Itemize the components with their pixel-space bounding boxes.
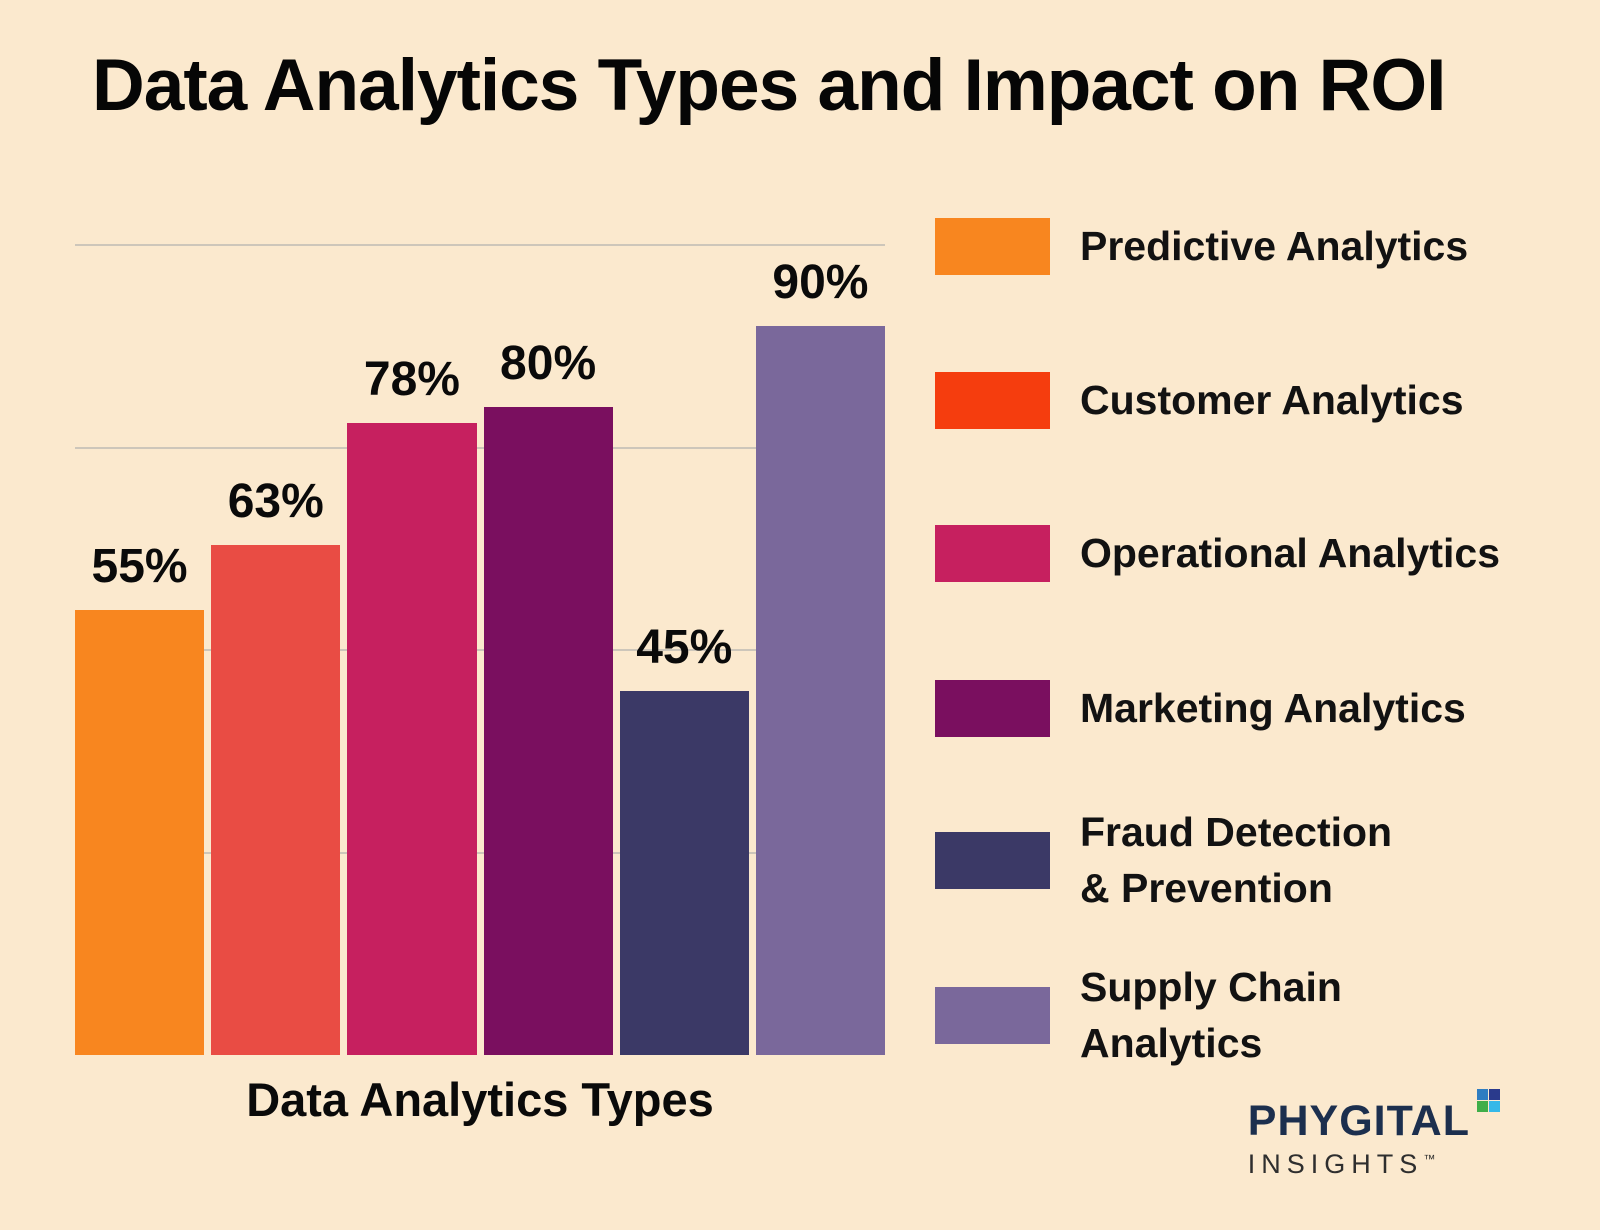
- bars: 55% 63% 78% 80% 45% 90%: [75, 245, 886, 1055]
- brand-logo: PHYGITAL INSIGHTS™: [1247, 1089, 1500, 1180]
- legend-swatch-marketing-analytics: [935, 680, 1050, 737]
- bar-value-label-customer-analytics: 63%: [227, 474, 324, 528]
- bar-value-label-supply-chain-analytics: 90%: [772, 256, 869, 309]
- legend-label-operational-analytics: Operational Analytics: [1080, 529, 1500, 576]
- legend-swatch-fraud-detection-prevention: [935, 832, 1050, 890]
- legend-label-marketing-analytics: Marketing Analytics: [1080, 684, 1466, 731]
- legend: Predictive Analytics Customer Analytics Op…: [935, 218, 1585, 1098]
- bar-predictive-analytics: [75, 609, 205, 1055]
- x-axis-label: Data Analytics Types: [246, 1073, 714, 1126]
- bar-value-label-operational-analytics: 78%: [363, 353, 460, 407]
- legend-label-customer-analytics: Customer Analytics: [1080, 376, 1464, 423]
- legend-swatch-customer-analytics: [935, 372, 1050, 429]
- legend-row-predictive-analytics: Predictive Analytics: [935, 218, 1468, 275]
- bar-slot-predictive-analytics: 55%: [75, 245, 205, 1055]
- legend-row-operational-analytics: Operational Analytics: [935, 525, 1500, 582]
- bar-value-label-predictive-analytics: 55%: [91, 539, 188, 593]
- bar-customer-analytics: [211, 544, 341, 1055]
- bar-supply-chain-analytics: [755, 326, 886, 1055]
- bar-slot-operational-analytics: 78%: [347, 245, 477, 1055]
- bar-operational-analytics: [347, 423, 477, 1055]
- legend-swatch-operational-analytics: [935, 525, 1050, 582]
- pinwheel-square-icon: [1477, 1089, 1500, 1112]
- legend-row-marketing-analytics: Marketing Analytics: [935, 680, 1466, 737]
- legend-label-supply-chain-analytics: Supply Chain Analytics: [1080, 964, 1342, 1066]
- legend-label-predictive-analytics: Predictive Analytics: [1080, 222, 1469, 269]
- bar-fraud-detection-prevention: [619, 690, 749, 1055]
- bar-marketing-analytics: [483, 407, 613, 1055]
- legend-swatch-predictive-analytics: [935, 218, 1050, 275]
- legend-swatch-supply-chain-analytics: [935, 987, 1050, 1045]
- bar-slot-marketing-analytics: 80%: [483, 245, 613, 1055]
- brand-name: PHYGITAL: [1247, 1097, 1470, 1145]
- bar-chart: 55% 63% 78% 80% 45% 90%: [75, 244, 886, 1055]
- legend-row-customer-analytics: Customer Analytics: [935, 372, 1464, 429]
- bar-value-label-fraud-detection-prevention: 45%: [636, 620, 733, 674]
- legend-row-supply-chain-analytics: Supply Chain Analytics: [935, 960, 1342, 1072]
- gridline-75: [75, 446, 885, 449]
- legend-row-fraud-detection-prevention: Fraud Detection & Prevention: [935, 805, 1392, 917]
- legend-label-fraud-detection-prevention: Fraud Detection & Prevention: [1080, 809, 1393, 911]
- brand-wordmark: PHYGITAL: [1247, 1089, 1500, 1146]
- bar-slot-customer-analytics: 63%: [211, 245, 341, 1055]
- brand-subname-text: INSIGHTS: [1247, 1149, 1424, 1179]
- brand-subname: INSIGHTS™: [1248, 1149, 1500, 1180]
- page-title: Data Analytics Types and Impact on ROI: [92, 45, 1446, 126]
- bar-slot-supply-chain-analytics: 90%: [755, 245, 886, 1055]
- trademark-symbol: ™: [1423, 1152, 1436, 1166]
- gridline-100: [75, 244, 885, 246]
- gridline-50: [75, 649, 885, 651]
- bar-value-label-marketing-analytics: 80%: [500, 337, 597, 390]
- gridline-25: [75, 851, 885, 854]
- bar-slot-fraud-detection-prevention: 45%: [619, 245, 749, 1055]
